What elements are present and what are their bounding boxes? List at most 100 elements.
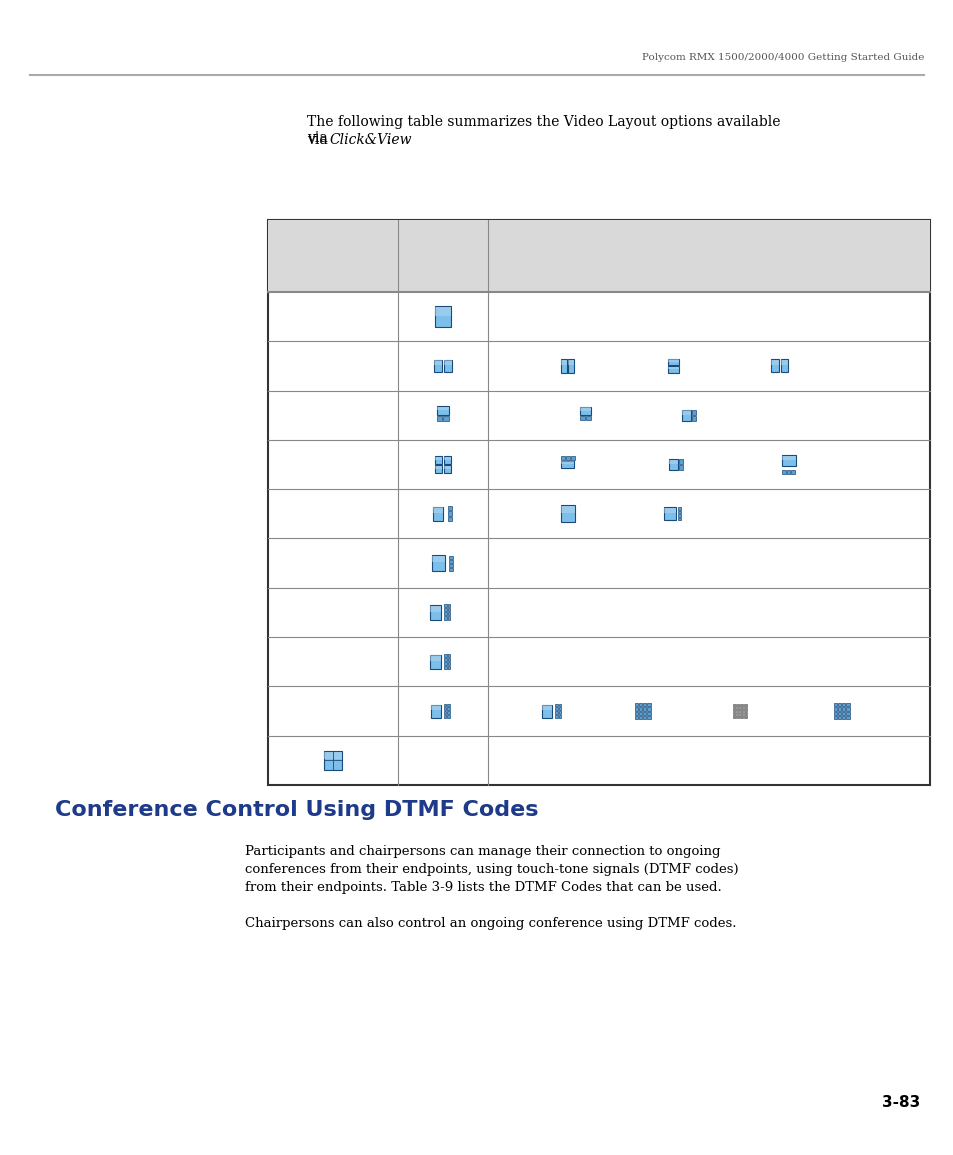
Bar	[667, 366, 679, 373]
Bar	[443, 657, 446, 661]
Bar	[678, 507, 680, 509]
Bar	[430, 606, 440, 612]
Bar	[436, 407, 449, 410]
Bar	[541, 706, 552, 710]
Bar	[443, 416, 449, 420]
Bar	[443, 612, 446, 616]
Bar	[647, 711, 650, 715]
Bar	[845, 716, 848, 718]
Bar	[447, 612, 450, 616]
Bar	[443, 707, 446, 710]
Bar	[449, 568, 452, 571]
Bar	[837, 716, 841, 718]
Bar	[833, 711, 836, 715]
Bar	[667, 359, 679, 365]
Bar	[781, 456, 795, 460]
Bar	[560, 359, 566, 373]
Bar	[432, 557, 444, 562]
Bar	[732, 715, 735, 718]
Bar	[436, 416, 442, 420]
Bar	[443, 617, 446, 619]
Text: via: via	[307, 133, 332, 147]
Bar	[555, 707, 558, 710]
Bar	[663, 507, 676, 520]
Bar	[555, 703, 558, 707]
Bar	[736, 711, 739, 714]
Bar	[679, 465, 682, 470]
Bar	[443, 654, 446, 657]
Bar	[740, 703, 742, 707]
Bar	[447, 654, 450, 657]
Bar	[841, 707, 844, 710]
Bar	[435, 465, 442, 472]
Bar	[681, 410, 691, 415]
Bar	[268, 219, 929, 292]
Bar	[634, 707, 638, 710]
Bar	[639, 716, 641, 718]
Text: Click&View: Click&View	[329, 133, 411, 147]
Bar	[678, 514, 680, 516]
Bar	[841, 711, 844, 715]
Bar	[679, 459, 682, 464]
Bar	[443, 711, 446, 714]
Bar	[449, 557, 452, 559]
Bar	[447, 707, 450, 710]
Bar	[448, 516, 452, 521]
Bar	[647, 703, 650, 707]
Bar	[833, 703, 836, 707]
Bar	[740, 708, 742, 710]
Bar	[845, 703, 848, 707]
Bar	[443, 456, 451, 460]
Bar	[434, 360, 441, 365]
Bar	[743, 708, 746, 710]
Text: Participants and chairpersons can manage their connection to ongoing
conferences: Participants and chairpersons can manage…	[245, 845, 738, 894]
Bar	[560, 461, 574, 468]
Bar	[448, 512, 452, 515]
Bar	[430, 655, 440, 669]
Bar	[668, 460, 678, 464]
Bar	[447, 665, 450, 669]
Bar	[447, 662, 450, 665]
Bar	[555, 711, 558, 714]
Bar	[634, 711, 638, 715]
Bar	[447, 715, 450, 717]
Bar	[667, 359, 679, 362]
Bar	[639, 707, 641, 710]
Bar	[740, 711, 742, 714]
Bar	[430, 605, 440, 619]
Bar	[560, 456, 564, 460]
Bar	[443, 360, 452, 365]
Bar	[435, 456, 442, 464]
Bar	[449, 564, 452, 567]
Bar	[678, 517, 680, 520]
Bar	[560, 359, 566, 365]
Bar	[560, 505, 574, 522]
Text: .: .	[387, 133, 391, 147]
Bar	[634, 716, 638, 718]
Text: Chairpersons can also control an ongoing conference using DTMF codes.: Chairpersons can also control an ongoing…	[245, 917, 736, 930]
Bar	[443, 360, 452, 372]
Bar	[743, 715, 746, 718]
Bar	[433, 507, 442, 513]
Bar	[570, 456, 574, 460]
Bar	[639, 703, 641, 707]
Bar	[268, 219, 929, 785]
Bar	[736, 715, 739, 718]
Bar	[443, 703, 446, 707]
Bar	[565, 456, 569, 460]
Bar	[740, 715, 742, 718]
Bar	[837, 703, 841, 707]
Bar	[443, 465, 451, 469]
Bar	[841, 716, 844, 718]
Bar	[558, 703, 560, 707]
Bar	[560, 506, 574, 513]
Bar	[781, 470, 785, 474]
Bar	[667, 366, 679, 370]
Bar	[732, 711, 735, 714]
Bar	[732, 708, 735, 710]
Text: The following table summarizes the Video Layout options available
via: The following table summarizes the Video…	[307, 116, 780, 146]
Bar	[743, 711, 746, 714]
Bar	[732, 703, 735, 707]
Bar	[642, 707, 646, 710]
Bar	[435, 307, 451, 315]
